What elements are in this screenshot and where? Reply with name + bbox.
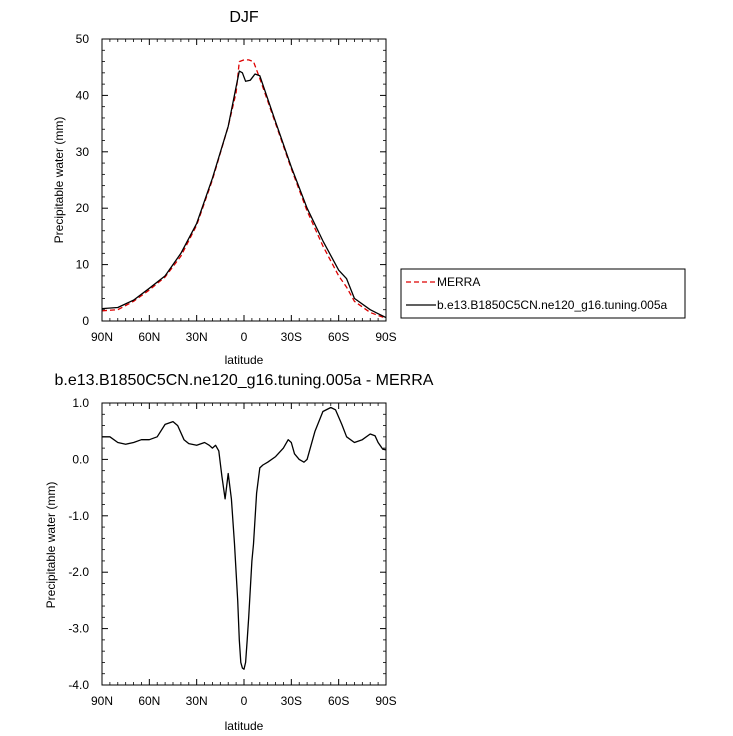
top-plot-frame: [101, 38, 387, 322]
top-x-tick-label: 60N: [138, 330, 160, 344]
bottom-y-tick-label: 1.0: [72, 396, 89, 410]
bottom-y-axis-label: Precipitable water (mm): [44, 482, 58, 609]
bottom-x-tick-label: 90N: [91, 694, 113, 708]
bottom-x-tick-label: 60N: [138, 694, 160, 708]
top-panel: DJF Precipitable water (mm) latitude 90N…: [52, 9, 397, 367]
bottom-y-tick-label: -1.0: [68, 509, 89, 523]
top-x-tick-label: 30N: [186, 330, 208, 344]
top-chart-title: DJF: [229, 9, 259, 26]
top-x-tick-label: 90S: [375, 330, 396, 344]
top-series-line-1: [101, 70, 387, 319]
top-y-tick-label: 0: [82, 314, 89, 328]
bottom-chart-title: b.e13.B1850C5CN.ne120_g16.tuning.005a - …: [55, 372, 434, 389]
legend-box: [400, 268, 686, 319]
top-x-axis-label: latitude: [225, 353, 264, 367]
bottom-x-tick-label: 60S: [328, 694, 349, 708]
top-series-line-0: [101, 59, 387, 319]
bottom-y-tick-label: 0.0: [72, 452, 89, 466]
top-y-tick-label: 50: [76, 32, 90, 46]
top-x-tick-label: 60S: [328, 330, 349, 344]
top-tick-labels: 90N 60N 30N 0 30S 60S 90S 0 10 20 30 40 50: [76, 32, 397, 344]
bottom-series-line-0: [102, 406, 387, 670]
top-y-axis-label: Precipitable water (mm): [52, 117, 66, 244]
bottom-y-tick-label: -3.0: [68, 622, 89, 636]
top-y-tick-label: 40: [76, 88, 90, 102]
top-y-tick-label: 20: [76, 201, 90, 215]
legend: MERRA b.e13.B1850C5CN.ne120_g16.tuning.0…: [400, 268, 686, 319]
legend-label-merra: MERRA: [437, 275, 480, 289]
bottom-x-tick-label: 30S: [281, 694, 302, 708]
legend-label-model: b.e13.B1850C5CN.ne120_g16.tuning.005a: [437, 298, 668, 312]
bottom-plot-frame: [101, 402, 387, 686]
top-y-tick-label: 30: [76, 145, 90, 159]
top-x-tick-label: 30S: [281, 330, 302, 344]
bottom-axis-ticks: [101, 402, 387, 686]
bottom-tick-labels: 90N 60N 30N 0 30S 60S 90S -4.0 -3.0 -2.0 -1.0 0.0 1.…: [68, 396, 396, 708]
top-series-lines: [101, 59, 387, 319]
bottom-x-tick-label: 30N: [186, 694, 208, 708]
top-axis-ticks: [101, 38, 387, 322]
bottom-x-tick-label: 90S: [375, 694, 396, 708]
bottom-series-lines: [102, 406, 387, 670]
bottom-panel: b.e13.B1850C5CN.ne120_g16.tuning.005a - …: [44, 372, 434, 733]
top-y-tick-label: 10: [76, 258, 90, 272]
bottom-x-axis-label: latitude: [225, 719, 264, 733]
bottom-y-tick-label: -4.0: [68, 678, 89, 692]
top-x-tick-label: 90N: [91, 330, 113, 344]
bottom-x-tick-label: 0: [241, 694, 248, 708]
bottom-y-tick-label: -2.0: [68, 565, 89, 579]
top-x-tick-label: 0: [241, 330, 248, 344]
